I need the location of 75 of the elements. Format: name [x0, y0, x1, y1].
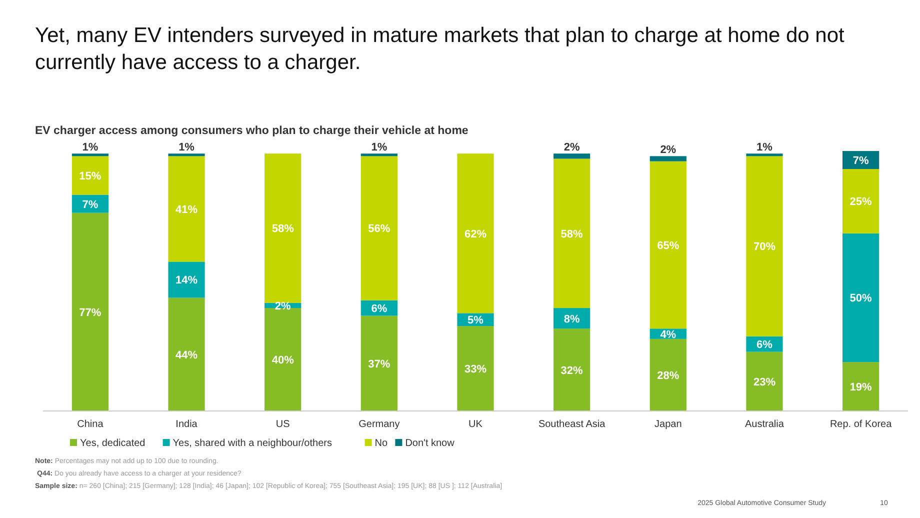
x-tick-label: UK [468, 419, 483, 430]
legend-label: No [374, 438, 388, 449]
data-label: 1% [82, 142, 98, 154]
data-label: 7% [852, 155, 869, 168]
bar [554, 328, 590, 411]
data-label: 70% [753, 241, 776, 254]
bar [360, 156, 398, 300]
bar [842, 362, 880, 411]
bar [842, 233, 880, 362]
bar [264, 154, 302, 303]
bar [457, 326, 494, 411]
data-label: 77% [79, 306, 102, 319]
x-tick-label: US [276, 419, 290, 430]
data-label: 5% [468, 314, 484, 327]
data-label: 32% [560, 364, 584, 377]
bar [650, 156, 686, 162]
bar [360, 316, 398, 411]
x-tick-label: China [77, 419, 104, 430]
data-label: 58% [272, 223, 294, 236]
data-label: 7% [82, 198, 98, 211]
data-label: 2% [660, 144, 676, 156]
data-label: 23% [753, 376, 776, 388]
bar [746, 154, 783, 156]
bar [746, 156, 783, 336]
data-label: 25% [850, 196, 872, 208]
x-tick-label: Australia [745, 419, 784, 430]
data-label: 2% [564, 142, 580, 154]
data-label: 50% [850, 292, 872, 305]
data-label: 4% [660, 328, 676, 341]
data-label: 1% [371, 142, 388, 154]
bar [650, 161, 686, 329]
legend-label: Yes, dedicated [80, 438, 146, 449]
bar [168, 156, 205, 262]
data-label: 14% [176, 274, 198, 287]
data-label: 2% [274, 300, 292, 312]
data-label: 15% [79, 170, 102, 182]
bar [72, 154, 108, 156]
data-label: 6% [756, 339, 773, 352]
x-tick-label: India [176, 419, 198, 430]
data-label: 28% [657, 370, 680, 382]
bar [554, 158, 590, 308]
chart-title: Yet, many EV intenders surveyed in mature markets that plan to charge at home do not currently have access to a charger. [35, 23, 846, 76]
bar [168, 298, 205, 411]
bar [554, 154, 590, 159]
bar [457, 154, 494, 314]
legend-label: Don't know [405, 438, 456, 449]
data-label: 19% [850, 382, 872, 394]
bar [168, 262, 205, 298]
bar [72, 156, 108, 195]
bar [746, 352, 783, 411]
bar [650, 338, 686, 411]
data-label: 1% [756, 142, 773, 154]
data-label: 62% [464, 228, 487, 240]
x-tick-label: Southeast Asia [538, 419, 606, 430]
bar [168, 154, 205, 156]
x-tick-label: Rep. of Korea [830, 419, 892, 430]
x-tick-label: Japan [654, 419, 682, 430]
x-tick-label: Germany [358, 419, 400, 430]
bar [72, 212, 108, 411]
data-label: 33% [464, 364, 487, 376]
data-label: 37% [368, 358, 390, 370]
legend-label: Yes, shared with a neighbour/others [172, 438, 332, 449]
bar [842, 169, 880, 234]
data-label: 41% [176, 204, 198, 216]
bar [360, 154, 398, 156]
data-label: 56% [368, 223, 390, 236]
data-label: 58% [560, 228, 584, 240]
data-label: 44% [176, 349, 198, 362]
data-label: 40% [272, 354, 294, 367]
data-label: 1% [178, 142, 195, 154]
chart-subtitle: EV charger access among consumers who plan to charge their vehicle at home [35, 125, 468, 137]
data-label: 65% [657, 240, 680, 252]
bar [264, 308, 302, 411]
data-label: 8% [564, 313, 580, 326]
data-label: 6% [371, 303, 388, 316]
